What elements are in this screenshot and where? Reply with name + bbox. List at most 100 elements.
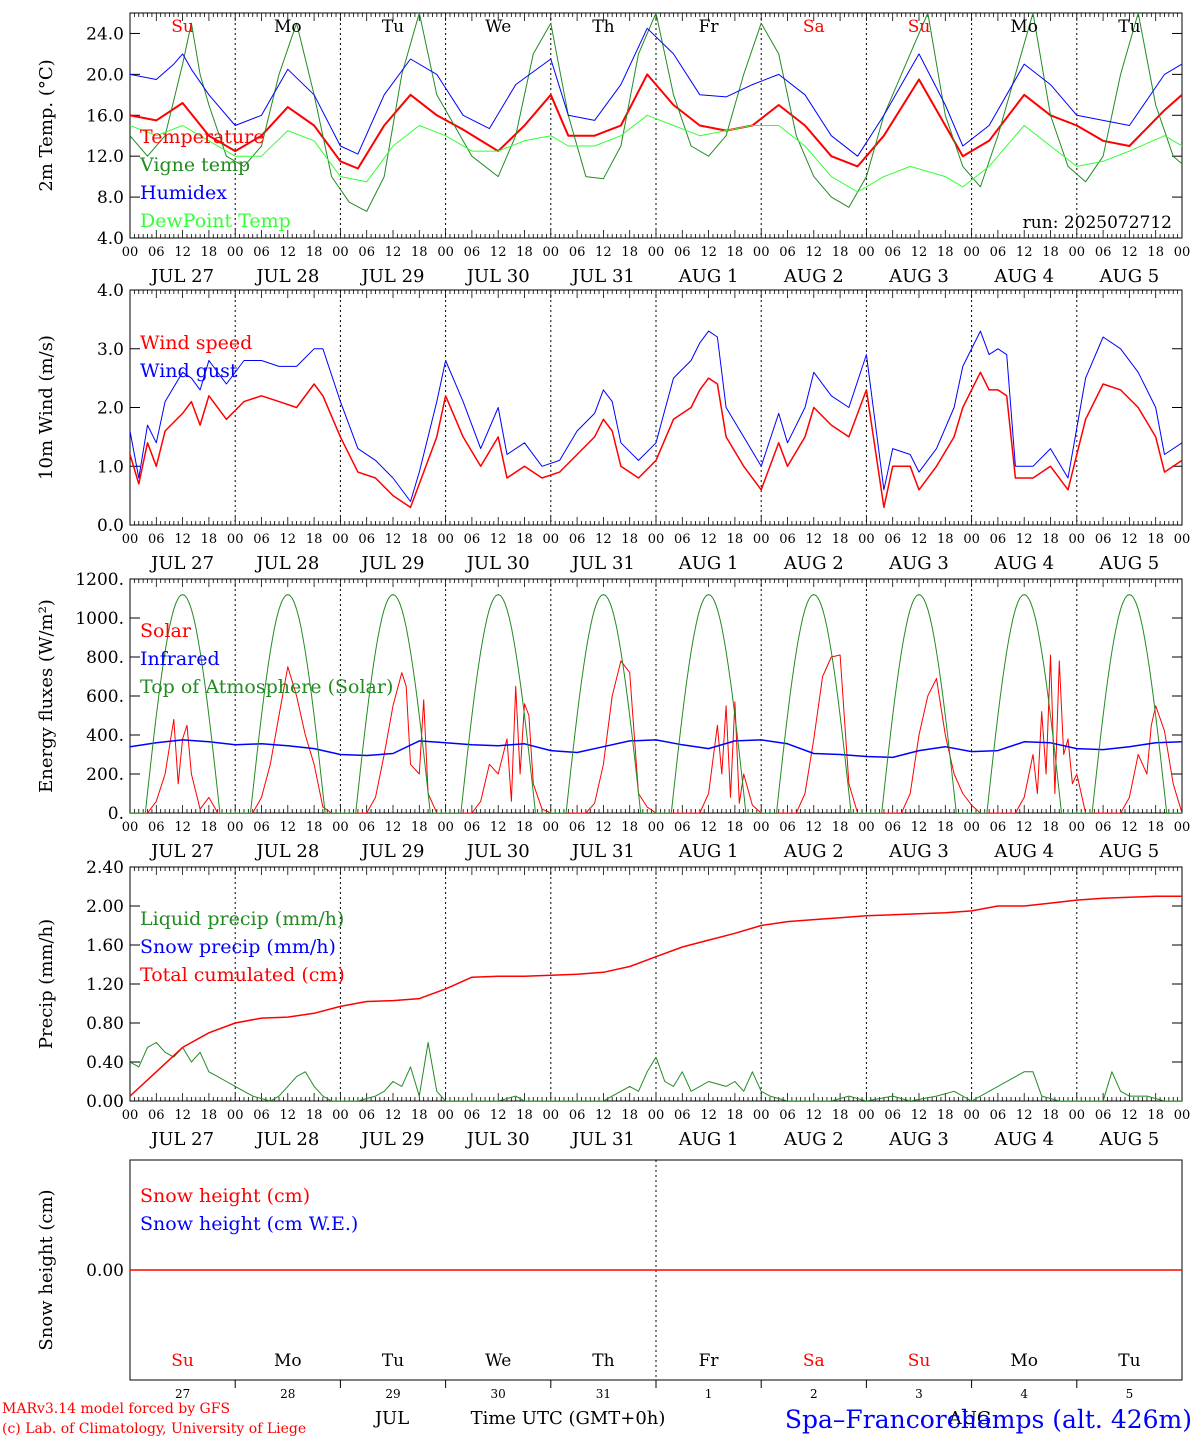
hour-tick-label: 12	[806, 820, 823, 835]
snow-day-name: Su	[908, 1351, 931, 1371]
hour-tick-label: 00	[1174, 245, 1191, 260]
hour-tick-label: 12	[595, 245, 612, 260]
month-label-aug: AUG	[948, 1408, 992, 1429]
panel-snow: 0.00 Snow height (cm) Snow height (cm) Snow…	[36, 1159, 1183, 1401]
hour-tick-label: 00	[437, 1108, 454, 1123]
y-axis-label: Energy fluxes (W/m²)	[36, 599, 57, 793]
time-axis-label: Time UTC (GMT+0h)	[471, 1408, 666, 1429]
y-axis-label: Precip (mm/h)	[36, 919, 57, 1049]
hour-tick-label: 18	[201, 532, 218, 547]
hour-tick-label: 06	[253, 1108, 270, 1123]
hour-tick-label: 12	[174, 245, 191, 260]
hour-tick-label: 12	[174, 1108, 191, 1123]
hour-tick-label: 00	[437, 532, 454, 547]
snow-day-number: 29	[385, 1387, 400, 1401]
panel-wind: 00 06 12 18 00 06 12 18 00 06 12 18 00 06 12 18 00 06 12 18…	[36, 281, 1190, 574]
day-name-label: Mo	[1010, 17, 1038, 37]
date-label: JUL 31	[570, 841, 635, 862]
hour-tick-label: 00	[122, 245, 139, 260]
date-label: JUL 27	[149, 266, 214, 287]
hour-tick-label: 06	[1095, 532, 1112, 547]
hour-tick-label: 00	[753, 245, 770, 260]
hour-tick-label: 18	[727, 1108, 744, 1123]
hour-tick-label: 00	[332, 1108, 349, 1123]
hour-tick-label: 06	[569, 245, 586, 260]
hour-tick-label: 12	[1121, 532, 1138, 547]
series-solar	[130, 654, 1182, 813]
hour-tick-label: 18	[1042, 820, 1059, 835]
hour-tick-label: 00	[437, 820, 454, 835]
hour-tick-label: 00	[648, 820, 665, 835]
series-infrared	[130, 739, 1182, 759]
hour-tick-label: 06	[990, 245, 1007, 260]
date-label: JUL 31	[570, 553, 635, 574]
hour-tick-label: 18	[1147, 245, 1164, 260]
snow-day-name: Fr	[699, 1351, 720, 1371]
hour-tick-label: 12	[911, 820, 928, 835]
hour-tick-label: 00	[963, 245, 980, 260]
date-label: JUL 30	[465, 1129, 530, 1150]
date-label: AUG 1	[678, 553, 739, 574]
hour-tick-label: 06	[569, 820, 586, 835]
date-label: JUL 30	[465, 841, 530, 862]
date-label: AUG 5	[1099, 841, 1160, 862]
hour-tick-label: 12	[490, 1108, 507, 1123]
hour-tick-label: 00	[648, 532, 665, 547]
snow-day-number: 27	[175, 1387, 190, 1401]
hour-tick-label: 18	[937, 1108, 954, 1123]
hour-tick-label: 18	[516, 532, 533, 547]
hour-tick-label: 12	[700, 532, 717, 547]
legend-entry: Total cumulated (cm)	[140, 964, 345, 986]
hour-tick-label: 06	[674, 245, 691, 260]
hour-tick-label: 12	[1016, 820, 1033, 835]
hour-tick-label: 12	[806, 245, 823, 260]
snow-day-name: Th	[592, 1351, 614, 1371]
hour-tick-label: 06	[358, 245, 375, 260]
hour-tick-label: 00	[753, 532, 770, 547]
hour-tick-label: 06	[358, 820, 375, 835]
date-label: JUL 28	[254, 1129, 319, 1150]
snow-day-name: Tu	[382, 1351, 404, 1371]
hour-tick-label: 06	[464, 245, 481, 260]
date-label: JUL 27	[149, 553, 214, 574]
hour-tick-label: 18	[727, 245, 744, 260]
date-label: AUG 4	[993, 266, 1054, 287]
snow-day-number: 28	[280, 1387, 295, 1401]
y-tick-label: 20.0	[86, 65, 124, 85]
hour-tick-label: 12	[280, 532, 297, 547]
hour-tick-label: 06	[674, 820, 691, 835]
date-label: AUG 3	[888, 1129, 949, 1150]
series-total-cumulated-cm-	[130, 895, 1182, 1097]
hour-tick-label: 18	[306, 245, 323, 260]
y-tick-label: 2.40	[86, 858, 124, 878]
hour-tick-label: 18	[201, 245, 218, 260]
hour-tick-label: 00	[122, 1108, 139, 1123]
legend-entry: Snow precip (mm/h)	[140, 936, 336, 958]
hour-tick-label: 00	[122, 820, 139, 835]
snow-day-number: 1	[705, 1387, 713, 1401]
hour-tick-label: 06	[779, 532, 796, 547]
hour-tick-label: 12	[911, 1108, 928, 1123]
hour-tick-label: 06	[253, 245, 270, 260]
hour-tick-label: 12	[1121, 820, 1138, 835]
date-label: JUL 30	[465, 266, 530, 287]
hour-tick-label: 00	[227, 245, 244, 260]
snow-day-number: 31	[596, 1387, 611, 1401]
hour-tick-label: 06	[464, 820, 481, 835]
hour-tick-label: 06	[253, 532, 270, 547]
hour-tick-label: 12	[174, 820, 191, 835]
day-name-label: Fr	[699, 17, 720, 37]
hour-tick-label: 12	[700, 245, 717, 260]
hour-tick-label: 18	[411, 1108, 428, 1123]
date-label: JUL 29	[360, 1129, 425, 1150]
date-label: JUL 29	[360, 266, 425, 287]
hour-tick-label: 12	[385, 245, 402, 260]
hour-tick-label: 18	[306, 820, 323, 835]
snow-day-number: 2	[810, 1387, 818, 1401]
hour-tick-label: 18	[1042, 1108, 1059, 1123]
legend-entry: Humidex	[140, 182, 227, 204]
y-tick-label: 0.0	[97, 516, 124, 536]
snow-day-number: 4	[1020, 1387, 1028, 1401]
